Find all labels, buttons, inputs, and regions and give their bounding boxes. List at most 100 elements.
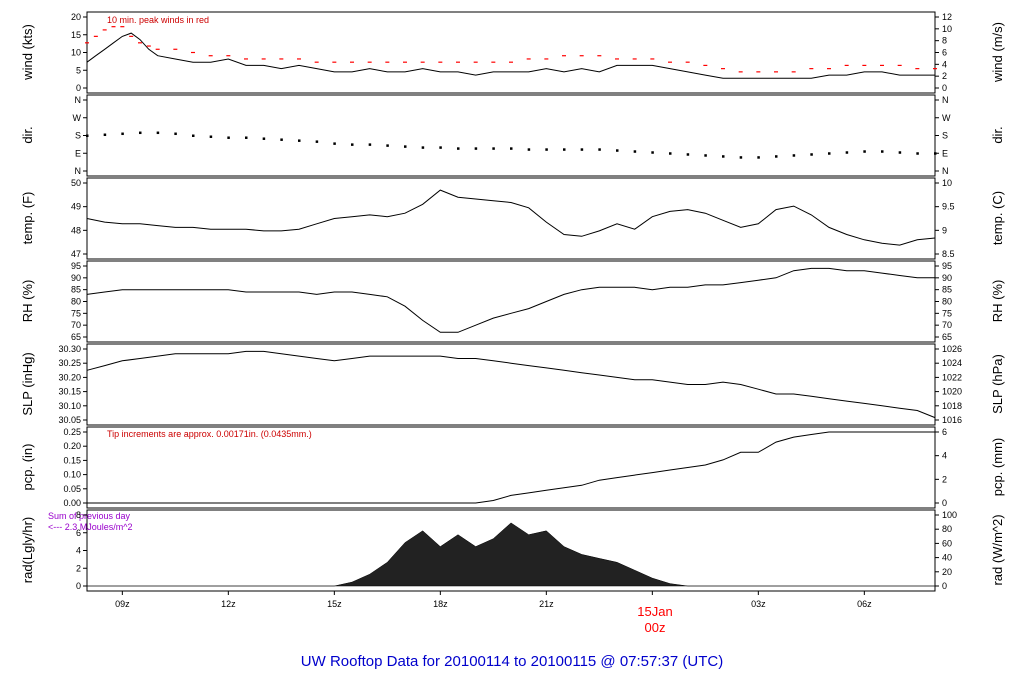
right-tick-label: 20	[942, 567, 952, 577]
direction-point	[474, 147, 478, 150]
direction-point	[863, 150, 866, 153]
right-tick-label: 85	[942, 285, 952, 295]
direction-point	[934, 152, 937, 155]
panel-temperature: temp. (F) temp. (C) 47 48 49 50 8.5 9 9.5 10	[20, 177, 1005, 260]
left-tick-label: 47	[71, 249, 81, 259]
right-tick-label: E	[942, 148, 948, 158]
direction-point	[439, 146, 442, 149]
right-tick-label: 70	[942, 320, 952, 330]
direction-point	[227, 136, 230, 139]
left-tick-label: 50	[71, 178, 81, 188]
direction-point	[669, 152, 672, 155]
direction-point	[262, 137, 266, 140]
ticks-wind: 0 5 10 15 20 0 2 46 8 10 12	[71, 12, 952, 93]
direction-point	[792, 154, 796, 157]
right-tick-label: 1016	[942, 415, 962, 425]
left-tick-label: 65	[71, 332, 81, 342]
panel-precipitation: pcp. (in) pcp. (mm) Tip increments are a…	[20, 426, 1005, 509]
right-tick-label: 8	[942, 36, 947, 46]
right-tick-label: 9.5	[942, 202, 955, 212]
direction-point	[121, 132, 124, 136]
ylabel-right-temperature: temp. (C)	[990, 191, 1005, 245]
direction-point	[651, 151, 654, 154]
direction-point	[368, 143, 372, 146]
right-tick-label: 4	[942, 59, 947, 69]
ylabel-left-relative-humidity: RH (%)	[20, 280, 35, 323]
radiation-area	[87, 522, 935, 587]
direction-point	[898, 151, 902, 154]
left-tick-label: 0.20	[63, 441, 81, 451]
right-tick-label: 1024	[942, 358, 962, 368]
direction-point	[156, 131, 160, 135]
right-tick-label: 10	[942, 178, 952, 188]
direction-point	[333, 142, 336, 145]
left-tick-label: 4	[76, 546, 81, 556]
x-tick-label: 18z	[433, 599, 448, 609]
direction-point	[139, 131, 142, 135]
direction-point	[757, 156, 760, 159]
ylabel-right-relative-humidity: RH (%)	[990, 280, 1005, 323]
right-tick-label: 95	[942, 261, 952, 271]
right-tick-label: 10	[942, 24, 952, 34]
left-tick-label: 5	[76, 65, 81, 75]
right-tick-label: S	[942, 131, 948, 141]
right-tick-label: 60	[942, 538, 952, 548]
panel-relative-humidity: RH (%) RH (%) 65707580859095657075808590…	[20, 260, 1005, 343]
marks-wind	[85, 26, 937, 79]
marks-precipitation	[87, 431, 935, 504]
left-tick-label: 0	[76, 581, 81, 591]
left-tick-label: 0.05	[63, 484, 81, 494]
left-tick-label: N	[75, 95, 82, 105]
x-tick-label: 21z	[539, 599, 554, 609]
marks-temperature	[86, 189, 936, 246]
direction-point	[686, 153, 690, 156]
right-tick-label: 0	[942, 83, 947, 93]
left-tick-label: 15	[71, 30, 81, 40]
direction-point	[828, 152, 831, 155]
right-tick-label: 100	[942, 510, 957, 520]
left-tick-label: 49	[71, 202, 81, 212]
left-tick-label: 0.15	[63, 455, 81, 465]
left-tick-label: 85	[71, 285, 81, 295]
ylabel-left-wind: wind (kts)	[20, 24, 35, 81]
right-tick-label: 6	[942, 427, 947, 437]
x-tick-label: 06z	[857, 599, 872, 609]
right-tick-label: 65	[942, 332, 952, 342]
direction-point	[209, 135, 213, 138]
right-tick-label: 8.5	[942, 249, 955, 259]
direction-point	[580, 148, 584, 151]
x-tick-label: 03z	[751, 599, 766, 609]
wind-peak-note: 10 min. peak winds in red	[107, 15, 209, 25]
direction-point	[563, 148, 566, 151]
direction-point	[510, 147, 513, 150]
left-tick-label: 70	[71, 320, 81, 330]
x-axis: 09z 12z 15z 18z 21z 03z 06z	[115, 591, 872, 609]
left-tick-label: 0.00	[63, 498, 81, 508]
direction-point	[192, 134, 195, 137]
marks-direction	[86, 131, 937, 159]
panel-frame-precipitation	[86, 426, 936, 509]
left-tick-label: 30.10	[58, 401, 81, 411]
direction-point	[775, 155, 778, 158]
right-tick-label: W	[942, 113, 951, 123]
right-tick-label: 0	[942, 581, 947, 591]
direction-point	[86, 134, 89, 137]
left-tick-label: 90	[71, 273, 81, 283]
left-tick-label: 48	[71, 225, 81, 235]
direction-point	[404, 145, 407, 148]
sea_level_pressure-line	[86, 350, 936, 419]
x-tick-label: 09z	[115, 599, 130, 609]
x-tick-label: 15z	[327, 599, 342, 609]
ylabel-right-radiation: rad (W/m^2)	[990, 514, 1005, 585]
direction-point	[722, 155, 725, 158]
direction-point	[598, 148, 601, 151]
precipitation-line	[87, 431, 935, 504]
direction-point	[704, 154, 707, 157]
left-tick-label: 80	[71, 297, 81, 307]
left-tick-label: 20	[71, 12, 81, 22]
direction-point	[633, 150, 637, 153]
